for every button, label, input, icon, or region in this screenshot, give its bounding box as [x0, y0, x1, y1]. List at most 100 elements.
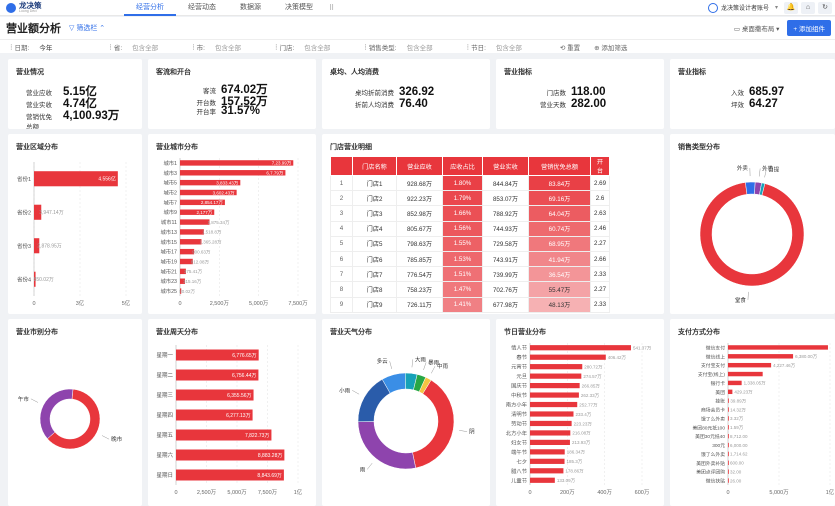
filter-store[interactable]: ⋮ 门店: 包含全部 — [273, 42, 354, 52]
table-cell: 1.56% — [442, 220, 483, 237]
filter-province[interactable]: ⋮ 省: 包含全部 — [107, 42, 182, 52]
bar — [180, 248, 195, 255]
tab-data-source[interactable]: 数据源 — [240, 3, 261, 11]
column-header[interactable]: 营销优免总额 — [528, 156, 591, 176]
city-chart-card: 营业城市分布 0 2,500万 5,000万 7,500万 城市1 7,23.99万 城市3… — [148, 134, 316, 314]
filter-sales-type[interactable]: ⋮ 销售类型: 包含全部 — [362, 42, 456, 52]
data-label: 6,355.56万 — [227, 393, 251, 399]
filter-province-value[interactable]: 包含全部 — [132, 44, 159, 52]
table-cell: 41.94万 — [528, 250, 591, 268]
bar — [728, 433, 729, 439]
refresh-icon[interactable]: ↻ — [818, 1, 832, 14]
table-cell: 798.63万 — [396, 235, 443, 252]
table-row[interactable]: 1 门店1 928.68万 1.80% 844.84万 83.84万 2.69 — [330, 174, 611, 192]
bell-icon[interactable]: 🔔 — [784, 1, 798, 14]
card-title: 支付方式分布 — [678, 329, 720, 336]
x-tick-label: 5,000万 — [769, 489, 789, 496]
kpi-row: 营业应收 5.15亿 — [26, 83, 97, 99]
kpi-label: 营业应收 — [26, 90, 52, 97]
table-row[interactable]: 4 门店4 805.67万 1.56% 744.93万 60.74万 2.46 — [330, 220, 611, 237]
bar — [180, 239, 202, 245]
reset-button[interactable]: ⟲ 重置 — [559, 44, 581, 52]
table-cell: 739.99万 — [482, 266, 529, 283]
table-cell: 702.76万 — [482, 281, 529, 298]
table-row[interactable]: 2 门店2 922.23万 1.79% 853.07万 69.16万 2.6 — [330, 190, 611, 207]
bar — [530, 382, 580, 389]
filter-date-value[interactable]: 今年 — [39, 44, 53, 52]
bar — [530, 468, 564, 474]
slice-label: 中雨 — [437, 362, 449, 370]
table-row[interactable]: 3 门店3 852.98万 1.66% 788.92万 64.04万 2.63 — [330, 205, 611, 222]
column-header[interactable]: 应收占比 — [442, 156, 483, 176]
data-label: 216.08万 — [572, 431, 591, 437]
kpi-value: 31.57% — [221, 105, 261, 117]
pie-slice — [357, 378, 391, 422]
table-cell: 门店9 — [352, 296, 397, 313]
user-name[interactable]: 龙决策设计者账号 — [720, 6, 769, 12]
column-header[interactable] — [330, 156, 353, 176]
table-cell: 6 — [330, 250, 353, 268]
data-label: 1.59万 — [730, 425, 744, 431]
table-cell: 2.63 — [589, 205, 611, 222]
bar — [728, 425, 729, 430]
category-label: 美团80元抵100 — [692, 424, 725, 431]
pie-slice — [699, 182, 805, 287]
table-row[interactable]: 8 门店8 758.23万 1.47% 702.76万 55.47万 2.27 — [330, 281, 611, 298]
bar — [728, 345, 828, 350]
app-logo[interactable]: 龙决策 Loong Deci — [6, 2, 124, 13]
bar — [530, 420, 572, 427]
table-cell: 68.95万 — [528, 235, 591, 252]
filter-store-value[interactable]: 包含全部 — [304, 44, 331, 52]
category-label: 城市3 — [163, 169, 177, 177]
table-cell: 1.53% — [442, 250, 483, 268]
column-header[interactable]: 营业应收 — [396, 156, 443, 176]
bar — [180, 288, 182, 294]
leader-line — [411, 359, 414, 368]
column-header[interactable]: 门店名称 — [352, 156, 397, 176]
column-header[interactable]: 开台 — [589, 156, 611, 176]
filter-holiday[interactable]: ⋮ 节日: 包含全部 — [465, 42, 546, 52]
user-avatar[interactable] — [707, 2, 718, 13]
category-label: 城市9 — [163, 208, 177, 216]
data-label: 850.02万 — [34, 277, 54, 283]
table-cell: 852.98万 — [396, 205, 443, 222]
filter-sales-type-value[interactable]: 包含全部 — [406, 44, 433, 52]
category-label: 300元 — [712, 443, 725, 449]
data-label: 14.32万 — [730, 407, 746, 413]
chevron-down-icon[interactable]: ▾ — [774, 5, 778, 11]
screen-layout-button[interactable]: ▭ 桌面撒布局 ▾ — [733, 26, 780, 33]
filter-toggle[interactable]: ▽ 筛选栏 ⌃ — [69, 25, 106, 32]
add-component-button[interactable]: + 添加组件 — [787, 20, 831, 36]
category-label: 端午节 — [511, 448, 527, 456]
table-cell: 83.84万 — [528, 174, 591, 192]
grid-icon[interactable]: ⠿ — [329, 4, 335, 12]
home-icon[interactable]: ⌂ — [801, 1, 815, 14]
tab-business-trends[interactable]: 经营动态 — [188, 3, 216, 11]
table-row[interactable]: 6 门店6 785.85万 1.53% 743.91万 41.94万 2.66 — [330, 250, 611, 268]
table-cell: 7 — [330, 266, 353, 283]
column-header[interactable]: 营业实收 — [482, 156, 529, 176]
category-label: 七夕 — [516, 457, 527, 465]
table-cell: 788.92万 — [482, 205, 529, 222]
table-row[interactable]: 9 门店9 726.11万 1.41% 677.98万 48.13万 2.33 — [330, 296, 611, 313]
add-filter-button[interactable]: ⊕ 添加筛选 — [594, 44, 628, 52]
filter-date[interactable]: ⋮ 日期: 今年 — [8, 42, 99, 52]
bar — [728, 460, 729, 466]
tab-decision-model[interactable]: 决策模型 — [285, 3, 313, 11]
filter-holiday-value[interactable]: 包含全部 — [495, 44, 522, 52]
kpi-card-stores: 营业指标 门店数 118.00 营业天数 282.00 — [496, 59, 664, 129]
tab-business-analysis[interactable]: 经营分析 — [124, 0, 176, 16]
slice-label: 午市 — [18, 395, 30, 403]
market-chart-card: 营业市别分布 晚市 午市 — [8, 319, 142, 506]
card-title: 桌均、人均消费 — [330, 69, 379, 76]
filter-city[interactable]: ⋮ 市: 包含全部 — [190, 42, 265, 52]
filter-city-value[interactable]: 包含全部 — [214, 44, 241, 52]
bar — [180, 199, 225, 206]
table-row[interactable]: 5 门店5 798.63万 1.55% 729.58万 68.95万 2.27 — [330, 235, 611, 252]
kpi-row: 入效 685.97 — [710, 86, 784, 98]
table-row[interactable]: 7 门店7 776.54万 1.51% 739.99万 36.54万 2.33 — [330, 266, 611, 283]
bar — [530, 458, 565, 464]
